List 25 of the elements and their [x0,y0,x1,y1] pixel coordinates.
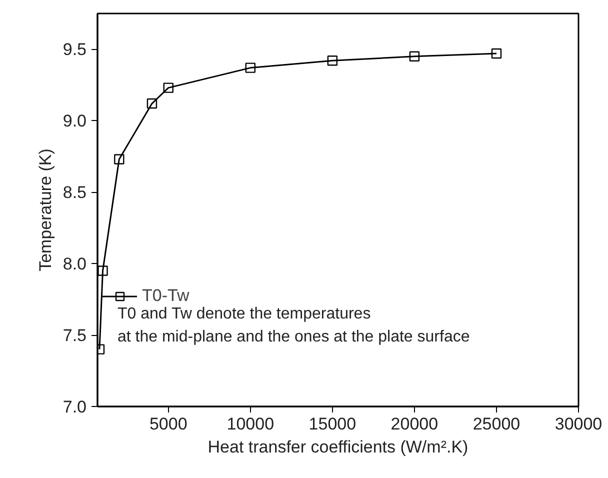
x-tick-label: 30000 [554,414,602,434]
y-tick-label: 8.5 [62,183,87,202]
x-tick-label: 25000 [472,414,520,434]
point [491,48,502,59]
legend-label: T0-Tw [142,286,190,306]
x-tick-label: 15000 [308,414,356,434]
point [245,62,256,73]
point [98,266,108,276]
point [409,51,420,62]
point [327,56,338,66]
point [114,154,124,164]
x-tick-label: 5000 [149,414,188,434]
y-tick-label: 8.0 [62,254,87,274]
y-tick-label: 7.0 [62,398,87,416]
x-axis-title: Heat transfer coefficients (W/m².K) [208,438,468,456]
annotation: T0 and Tw denote the temperatures [118,306,371,322]
y-tick-label: 7.5 [62,326,87,346]
x-tick-label: 10000 [226,414,274,434]
point [146,98,158,109]
y-tick-label: 9.5 [62,40,87,60]
annotation: at the mid-plane and the ones at the plate surface [118,328,470,346]
x-tick-label: 20000 [390,414,438,434]
y-tick-label: 9.0 [62,112,87,131]
point [163,82,174,93]
y-axis-title: Temperature (K) [36,148,55,272]
